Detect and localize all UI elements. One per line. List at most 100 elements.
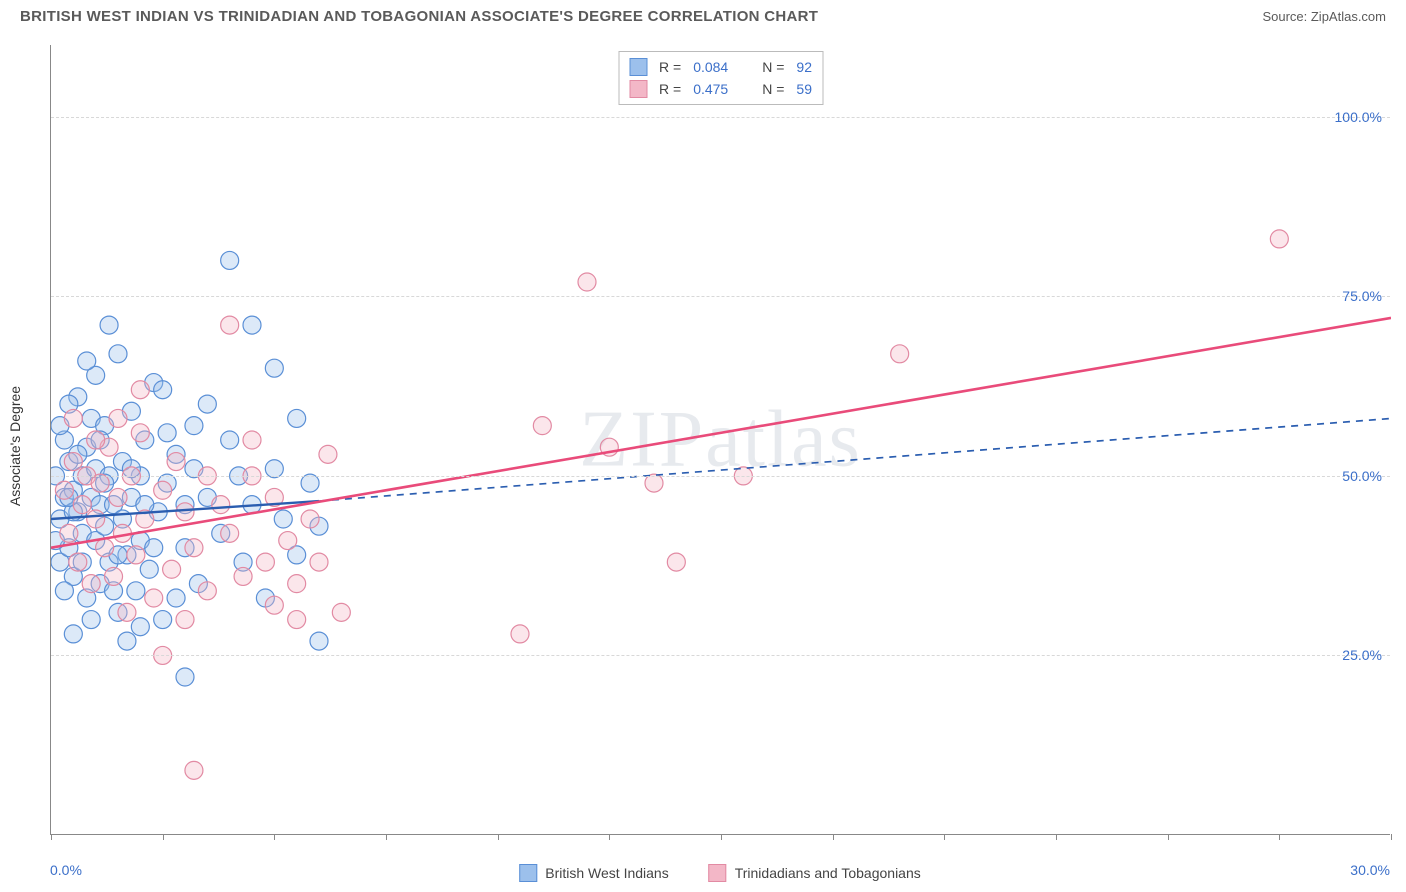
r-label: R = <box>659 59 681 75</box>
y-tick-label: 25.0% <box>1342 647 1382 663</box>
data-point <box>127 582 145 600</box>
chart-area: ZIPatlas R = 0.084 N = 92 R = 0.475 N = … <box>50 45 1390 835</box>
data-point <box>198 582 216 600</box>
x-tick <box>163 834 164 840</box>
data-point <box>154 481 172 499</box>
data-point <box>60 524 78 542</box>
data-point <box>140 560 158 578</box>
data-point <box>64 453 82 471</box>
data-point <box>511 625 529 643</box>
data-point <box>301 510 319 528</box>
legend-label-2: Trinidadians and Tobagonians <box>735 865 921 881</box>
data-point <box>118 603 136 621</box>
x-tick <box>274 834 275 840</box>
data-point <box>578 273 596 291</box>
r-value-1: 0.084 <box>693 59 728 75</box>
plot-area: ZIPatlas R = 0.084 N = 92 R = 0.475 N = … <box>50 45 1390 835</box>
data-point <box>221 431 239 449</box>
data-point <box>131 424 149 442</box>
x-tick <box>609 834 610 840</box>
data-point <box>667 553 685 571</box>
data-point <box>131 381 149 399</box>
data-point <box>87 510 105 528</box>
data-point <box>274 510 292 528</box>
source-value: ZipAtlas.com <box>1311 9 1386 24</box>
grid-line <box>51 117 1390 118</box>
data-point <box>163 560 181 578</box>
data-point <box>109 345 127 363</box>
scatter-svg <box>51 45 1391 835</box>
data-point <box>78 352 96 370</box>
y-tick-label: 50.0% <box>1342 468 1382 484</box>
swatch-series1 <box>629 58 647 76</box>
data-point <box>96 539 114 557</box>
data-point <box>256 553 274 571</box>
data-point <box>64 625 82 643</box>
x-tick <box>833 834 834 840</box>
x-tick <box>1168 834 1169 840</box>
grid-line <box>51 655 1390 656</box>
data-point <box>185 417 203 435</box>
data-point <box>55 481 73 499</box>
data-point <box>185 539 203 557</box>
data-point <box>109 488 127 506</box>
stats-row-series1: R = 0.084 N = 92 <box>629 56 812 78</box>
y-axis-title: Associate's Degree <box>7 386 23 506</box>
data-point <box>55 582 73 600</box>
data-point <box>288 611 306 629</box>
data-point <box>288 575 306 593</box>
data-point <box>105 567 123 585</box>
data-point <box>198 395 216 413</box>
data-point <box>288 409 306 427</box>
data-point <box>118 632 136 650</box>
x-min-label: 0.0% <box>50 862 82 878</box>
data-point <box>310 632 328 650</box>
data-point <box>243 431 261 449</box>
data-point <box>131 618 149 636</box>
grid-line <box>51 476 1390 477</box>
bottom-legend: British West Indians Trinidadians and To… <box>519 864 921 882</box>
y-tick-label: 100.0% <box>1335 109 1382 125</box>
data-point <box>154 381 172 399</box>
data-point <box>265 596 283 614</box>
n-label-2: N = <box>762 81 784 97</box>
x-axis-row: 0.0% British West Indians Trinidadians a… <box>50 854 1390 884</box>
data-point <box>100 316 118 334</box>
x-tick <box>1056 834 1057 840</box>
chart-title: BRITISH WEST INDIAN VS TRINIDADIAN AND T… <box>20 8 818 25</box>
data-point <box>891 345 909 363</box>
data-point <box>221 251 239 269</box>
data-point <box>64 409 82 427</box>
x-tick <box>721 834 722 840</box>
data-point <box>69 553 87 571</box>
data-point <box>82 611 100 629</box>
data-point <box>176 668 194 686</box>
swatch-series2 <box>629 80 647 98</box>
data-point <box>167 453 185 471</box>
legend-swatch-1 <box>519 864 537 882</box>
data-point <box>109 409 127 427</box>
stats-legend: R = 0.084 N = 92 R = 0.475 N = 59 <box>618 51 823 105</box>
data-point <box>127 546 145 564</box>
data-point <box>310 553 328 571</box>
data-point <box>533 417 551 435</box>
data-point <box>145 539 163 557</box>
data-point <box>212 496 230 514</box>
data-point <box>82 575 100 593</box>
data-point <box>176 611 194 629</box>
x-tick <box>386 834 387 840</box>
data-point <box>145 589 163 607</box>
x-tick <box>944 834 945 840</box>
grid-line <box>51 296 1390 297</box>
x-tick <box>1279 834 1280 840</box>
legend-item-2: Trinidadians and Tobagonians <box>709 864 921 882</box>
data-point <box>221 316 239 334</box>
data-point <box>234 567 252 585</box>
n-value-2: 59 <box>796 81 812 97</box>
x-tick <box>51 834 52 840</box>
legend-item-1: British West Indians <box>519 864 668 882</box>
data-point <box>154 611 172 629</box>
data-point <box>73 496 91 514</box>
n-label: N = <box>762 59 784 75</box>
data-point <box>332 603 350 621</box>
